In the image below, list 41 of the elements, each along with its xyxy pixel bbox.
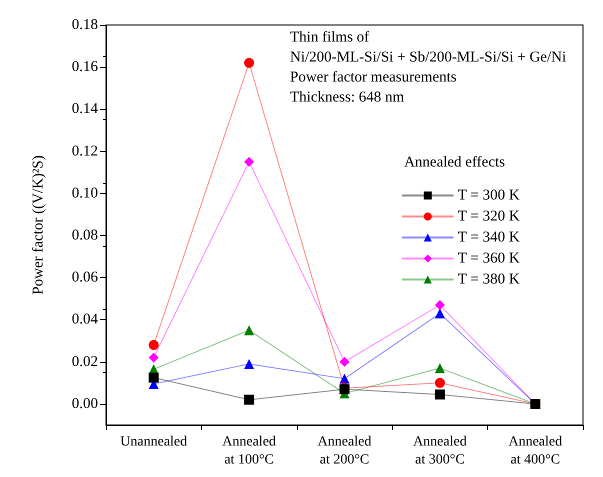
y-tick-label: 0.02: [72, 354, 98, 370]
point: [244, 394, 254, 405]
x-tick-label: Annealed at 300°C: [413, 434, 467, 468]
legend-label: T = 320 K: [458, 208, 520, 224]
point: [434, 300, 445, 310]
x-tick-label: Annealed at 200°C: [318, 434, 372, 468]
y-tick-label: 0.18: [72, 17, 98, 33]
annotation: Power factor measurements: [290, 70, 457, 86]
x-tick-label: Annealed at 100°C: [222, 434, 276, 468]
y-tick-label: 0.14: [72, 101, 98, 118]
point: [340, 374, 350, 384]
y-tick-label: 0.04: [72, 312, 98, 328]
x-tick-label: Annealed at 400°C: [508, 434, 562, 468]
legend-label: T = 300 K: [458, 188, 520, 204]
point: [148, 352, 159, 363]
y-tick-label: 0.10: [72, 185, 98, 202]
point: [244, 325, 254, 336]
point: [148, 340, 159, 350]
point: [434, 308, 445, 318]
point: [148, 372, 159, 383]
y-axis-title: Power factor ((V/K)²S): [30, 155, 46, 295]
legend-label: T = 360 K: [458, 250, 520, 266]
y-tick-label: 0.06: [72, 270, 98, 286]
legend-title: Annealed effects: [404, 154, 506, 170]
y-tick-label: 0.16: [72, 59, 98, 76]
point: [434, 389, 445, 400]
y-tick-label: 0.08: [72, 228, 98, 244]
point: [340, 356, 350, 367]
y-tick-label: 0.12: [72, 143, 98, 160]
point: [244, 58, 254, 68]
point: [244, 156, 254, 167]
x-tick-label: Unannealed: [120, 434, 188, 450]
legend-label: T = 380 K: [458, 272, 520, 288]
point: [434, 378, 445, 388]
point: [244, 358, 254, 369]
annotation: Thin films of: [290, 30, 370, 46]
annotation: Ni/200-ML-Si/Si + Sb/200-ML-Si/Si + Ge/Ni: [290, 50, 566, 66]
point: [434, 363, 445, 374]
y-tick-label: 0.00: [72, 396, 98, 412]
annotation: Thickness: 648 nm: [290, 90, 404, 106]
legend-label: T = 340 K: [458, 230, 520, 246]
